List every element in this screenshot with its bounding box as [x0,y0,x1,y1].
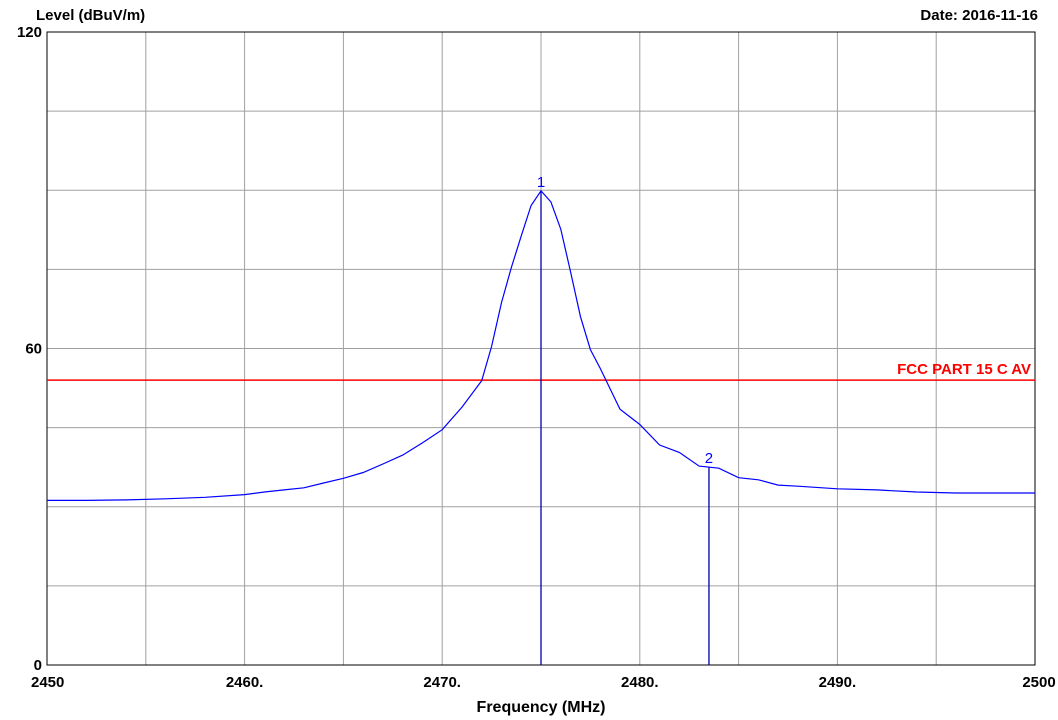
x-axis-title: Frequency (MHz) [477,699,606,716]
y-tick-labels: 0 60 120 [17,24,42,674]
x-tick-label: 2500 [1022,674,1055,691]
limit-line-label: FCC PART 15 C AV [897,361,1031,378]
x-tick-label: 2480. [621,674,659,691]
y-axis-title: Level (dBuV/m) [36,7,145,24]
x-tick-label: 2460. [226,674,264,691]
x-tick-label: 2470. [423,674,461,691]
y-tick-label: 120 [17,24,42,41]
x-tick-label: 2450 [31,674,64,691]
date-label: Date: 2016-11-16 [920,7,1038,24]
markers: 12 [537,174,713,665]
y-tick-label: 60 [25,341,42,358]
x-tick-label: 2490. [819,674,857,691]
x-tick-labels: 2450 2460. 2470. 2480. 2490. 2500 [31,674,1056,691]
marker-label-1: 1 [537,174,545,191]
series-trace [47,189,1035,501]
y-tick-label: 0 [34,657,42,674]
marker-label-2: 2 [705,450,713,467]
